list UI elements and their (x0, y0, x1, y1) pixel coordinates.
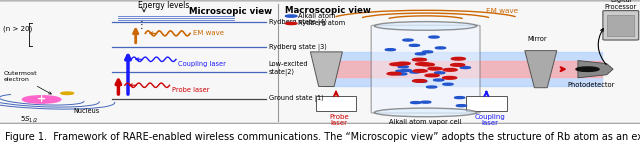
FancyBboxPatch shape (0, 1, 640, 123)
Text: EM wave: EM wave (486, 8, 518, 13)
FancyBboxPatch shape (316, 96, 356, 111)
Polygon shape (578, 60, 613, 78)
FancyBboxPatch shape (371, 25, 480, 113)
Circle shape (451, 63, 465, 66)
Text: Photodetector: Photodetector (567, 82, 614, 87)
Circle shape (390, 63, 404, 66)
Text: ⋮: ⋮ (129, 30, 141, 40)
Text: Digital
Processor: Digital Processor (605, 0, 637, 10)
Circle shape (410, 44, 420, 46)
Text: Rydberg state |3⟩: Rydberg state |3⟩ (269, 43, 326, 51)
Text: Probe
laser: Probe laser (330, 114, 349, 126)
Circle shape (401, 69, 412, 71)
Text: Coupling laser: Coupling laser (178, 61, 226, 67)
Circle shape (422, 51, 433, 53)
Circle shape (426, 86, 436, 88)
Circle shape (435, 47, 445, 49)
Ellipse shape (374, 108, 477, 117)
Circle shape (456, 105, 467, 107)
Circle shape (417, 80, 427, 82)
Circle shape (429, 36, 439, 38)
Circle shape (415, 53, 426, 55)
Text: $5S_{1/2}$: $5S_{1/2}$ (20, 114, 38, 125)
Circle shape (416, 63, 430, 65)
Polygon shape (525, 51, 557, 88)
Text: +: + (37, 94, 46, 105)
Circle shape (396, 62, 410, 65)
Ellipse shape (374, 22, 477, 30)
Circle shape (425, 74, 439, 77)
Text: (n > 20): (n > 20) (3, 25, 33, 32)
Circle shape (396, 70, 406, 72)
Circle shape (435, 72, 445, 74)
Circle shape (398, 66, 408, 68)
Text: Probe laser: Probe laser (172, 87, 209, 93)
Bar (323, 61, 602, 77)
Text: Energy levels: Energy levels (138, 1, 189, 10)
Circle shape (285, 22, 297, 25)
Circle shape (576, 67, 599, 71)
Circle shape (411, 102, 421, 104)
Circle shape (397, 73, 407, 75)
Circle shape (451, 57, 465, 60)
FancyBboxPatch shape (607, 15, 634, 36)
Circle shape (412, 58, 426, 61)
Circle shape (428, 67, 442, 70)
Text: Figure 1.  Framework of RARE-enabled wireless communications. The “Microscopic v: Figure 1. Framework of RARE-enabled wire… (5, 132, 640, 142)
Text: Ground state |1⟩: Ground state |1⟩ (269, 95, 324, 102)
Circle shape (460, 67, 470, 69)
Text: Nucleus: Nucleus (74, 108, 100, 114)
Circle shape (420, 63, 435, 66)
FancyBboxPatch shape (603, 11, 639, 40)
FancyBboxPatch shape (466, 96, 507, 111)
Text: Macroscopic view: Macroscopic view (285, 6, 371, 15)
Circle shape (454, 97, 465, 99)
Circle shape (443, 83, 453, 85)
Text: Alkali atom vapor cell: Alkali atom vapor cell (389, 119, 462, 125)
Text: Rydberg atom: Rydberg atom (298, 20, 345, 26)
Circle shape (443, 68, 457, 71)
Polygon shape (310, 52, 342, 86)
Circle shape (285, 15, 297, 17)
Text: Microscopic view: Microscopic view (189, 7, 272, 16)
Circle shape (385, 49, 396, 51)
Circle shape (413, 70, 427, 72)
Text: Low-excited
state|2⟩: Low-excited state|2⟩ (269, 61, 308, 76)
Text: Outermost
electron: Outermost electron (3, 71, 51, 94)
Bar (323, 52, 602, 86)
Text: ⋮: ⋮ (136, 20, 147, 30)
Text: EM wave: EM wave (193, 30, 224, 36)
Text: Rydberg state |4⟩: Rydberg state |4⟩ (269, 19, 327, 26)
Circle shape (443, 77, 457, 79)
Circle shape (433, 79, 444, 81)
Circle shape (22, 96, 61, 103)
Circle shape (413, 80, 427, 82)
Circle shape (403, 39, 413, 41)
Circle shape (410, 71, 420, 73)
Circle shape (420, 101, 431, 103)
Circle shape (61, 92, 74, 95)
Text: Mirror: Mirror (528, 36, 547, 42)
Text: Coupling
laser: Coupling laser (474, 114, 505, 126)
Text: Alkali atom: Alkali atom (298, 13, 335, 19)
Circle shape (387, 72, 401, 75)
